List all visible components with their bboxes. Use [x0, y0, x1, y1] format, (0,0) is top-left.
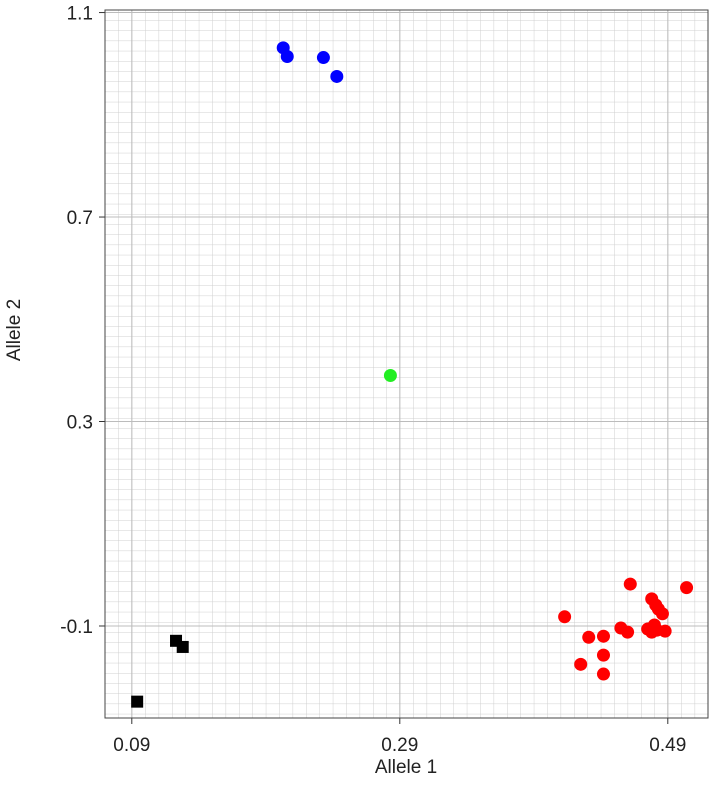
x-tick-label: 0.49 [649, 735, 686, 756]
plot-area [105, 10, 708, 718]
point [623, 577, 637, 591]
x-axis-label: Allele 1 [375, 757, 437, 778]
point [383, 369, 397, 383]
y-tick-label: 0.3 [67, 413, 93, 434]
point [131, 695, 144, 708]
point [658, 624, 672, 638]
point [596, 667, 610, 681]
point [330, 69, 344, 83]
point [621, 625, 635, 639]
x-tick-label: 0.09 [113, 735, 150, 756]
point [596, 629, 610, 643]
y-axis-label: Allele 2 [4, 299, 25, 361]
point [280, 50, 294, 64]
point [582, 630, 596, 644]
point [596, 648, 610, 662]
point [558, 610, 572, 624]
point [574, 657, 588, 671]
point [680, 581, 694, 595]
plot-frame [104, 9, 709, 719]
point [176, 640, 189, 653]
y-tick-label: 1.1 [67, 4, 93, 25]
y-tick-label: -0.1 [60, 617, 93, 638]
point [316, 51, 330, 65]
x-tick-label: 0.29 [381, 735, 418, 756]
y-tick-label: 0.7 [67, 208, 93, 229]
point [655, 607, 669, 621]
